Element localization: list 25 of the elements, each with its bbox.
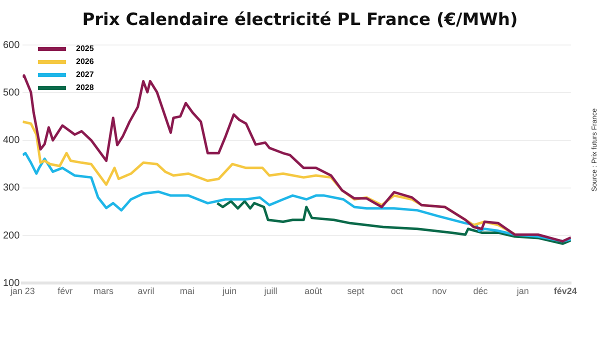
x-tick-label: mars <box>94 286 114 296</box>
x-tick-label: nov <box>432 286 448 296</box>
x-tick-label: avril <box>138 286 154 296</box>
x-tick-label: fév24 <box>554 286 577 296</box>
y-tick-label: 600 <box>2 40 20 51</box>
y-tick-label: 400 <box>2 135 20 146</box>
x-tick-label: jan <box>516 286 529 296</box>
legend-label: 2026 <box>76 57 94 66</box>
y-tick-label: 300 <box>2 182 20 194</box>
y-tick-label: 500 <box>2 87 20 98</box>
legend-label: 2028 <box>76 83 94 92</box>
x-tick-label: déc <box>473 286 488 296</box>
x-tick-label: oct <box>390 286 404 296</box>
x-tick-label: juill <box>263 286 278 296</box>
y-tick-label: 100 <box>2 278 20 289</box>
chart-title: Prix Calendaire électricité PL France (€/MWh) <box>81 9 519 32</box>
x-tick-label: févr <box>58 286 73 296</box>
x-tick-label: mai <box>180 286 194 296</box>
legend-label: 2025 <box>76 44 94 53</box>
legend-label: 2027 <box>76 70 94 79</box>
x-tick-label: août <box>304 286 322 296</box>
x-tick-label: sept <box>347 286 365 296</box>
x-tick-label: jan 23 <box>9 286 35 296</box>
y-tick-label: 200 <box>2 230 20 242</box>
x-tick-label: juin <box>222 286 237 296</box>
